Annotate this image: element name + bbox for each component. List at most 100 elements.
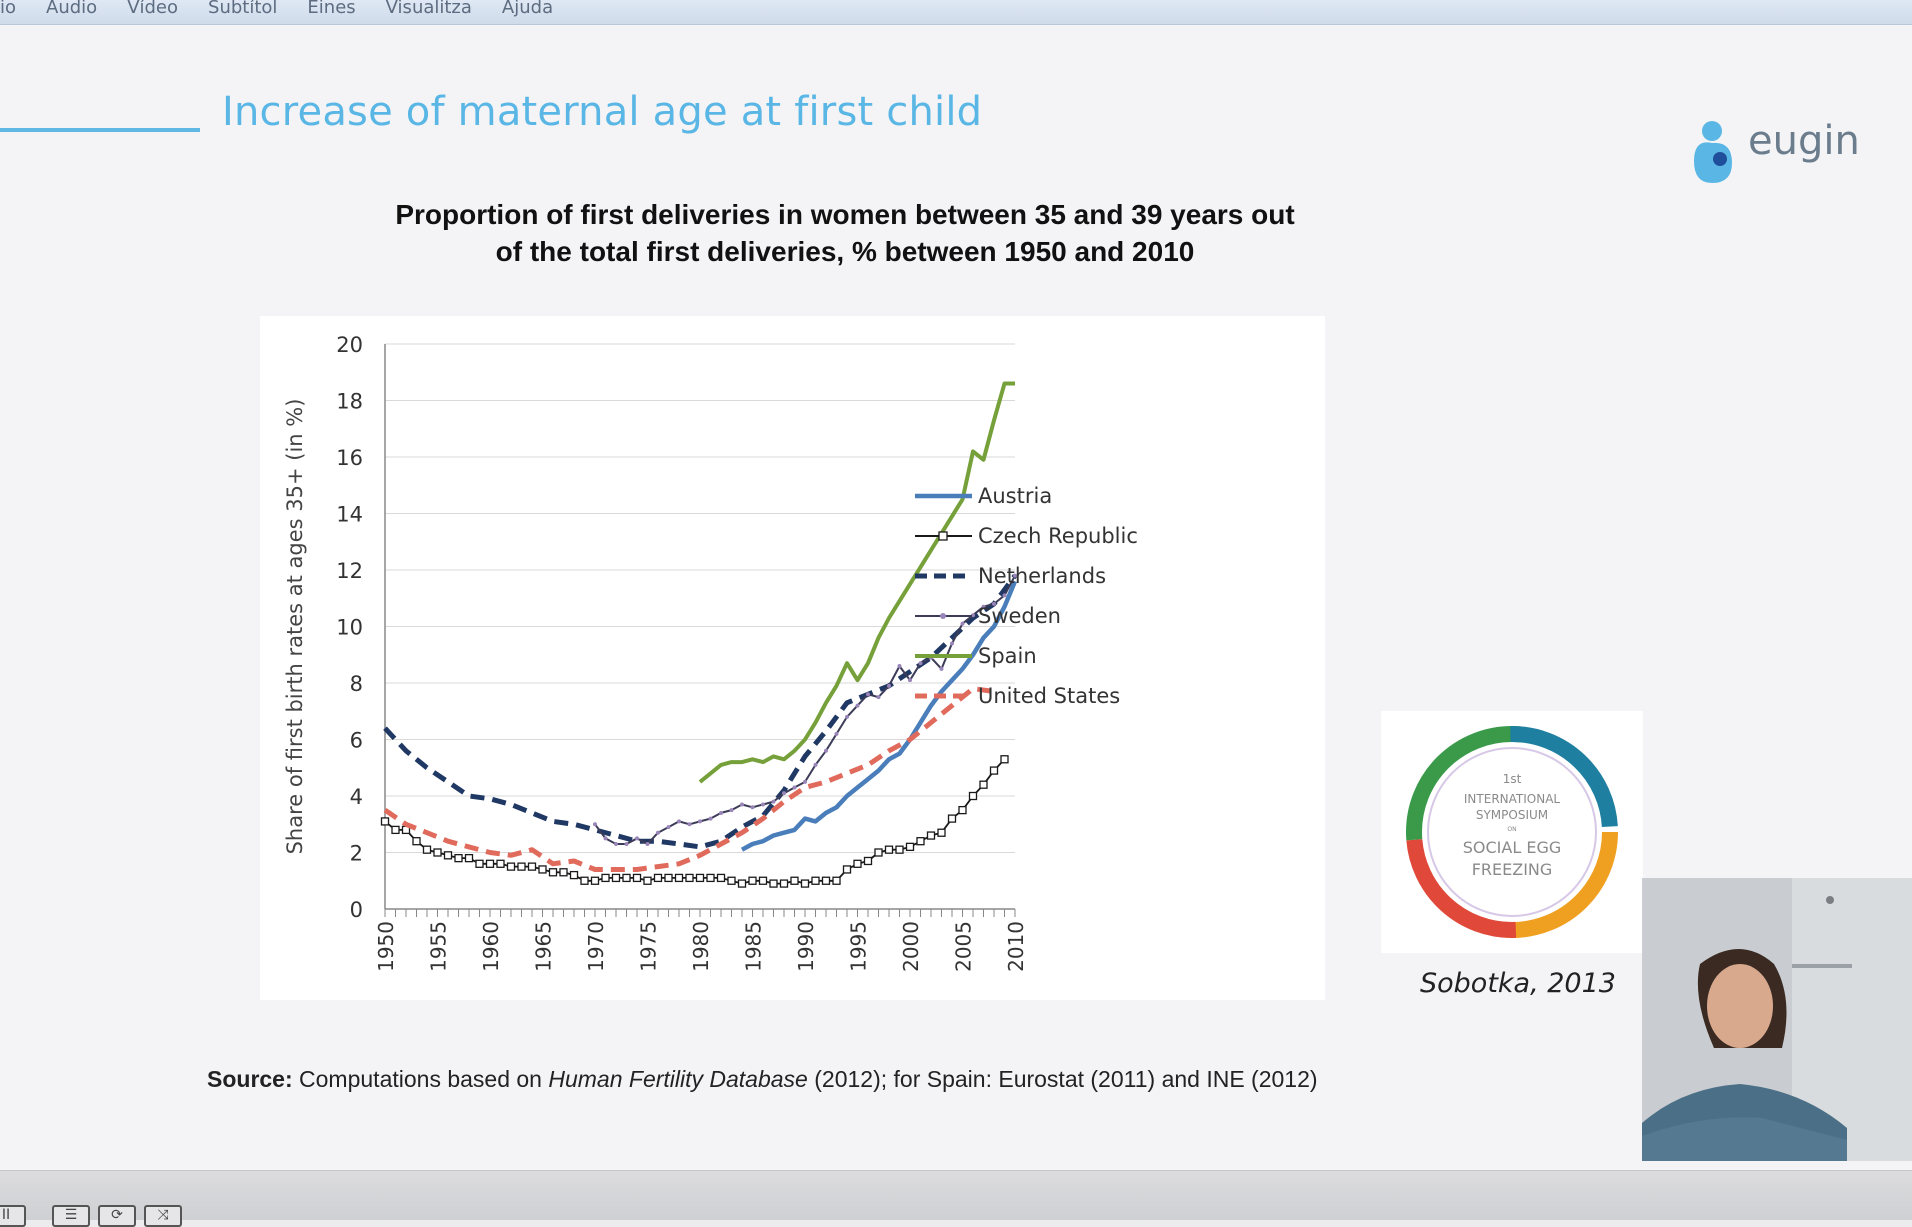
y-tick-label: 14 bbox=[336, 503, 363, 527]
sweden-data-point bbox=[981, 604, 986, 609]
legend-label: Austria bbox=[978, 484, 1052, 508]
sweden-data-point bbox=[950, 641, 954, 646]
symposium-line2: INTERNATIONAL bbox=[1464, 792, 1561, 806]
symposium-line3: SYMPOSIUM bbox=[1476, 808, 1548, 822]
czech-data-point bbox=[643, 876, 652, 885]
czech-data-point bbox=[926, 831, 936, 840]
x-tick-label: 1980 bbox=[689, 921, 713, 972]
symposium-line4: ON bbox=[1507, 826, 1516, 833]
czech-data-point bbox=[979, 780, 988, 789]
czech-data-point bbox=[737, 879, 747, 888]
czech-data-point bbox=[832, 876, 841, 885]
czech-data-point bbox=[527, 862, 537, 871]
czech-data-point bbox=[884, 845, 894, 854]
czech-data-point bbox=[842, 865, 852, 874]
czech-data-point bbox=[412, 837, 421, 846]
sweden-data-point bbox=[719, 810, 723, 815]
czech-data-point bbox=[506, 862, 516, 871]
czech-data-point bbox=[958, 805, 967, 815]
sweden-data-point bbox=[677, 819, 681, 824]
title-accent-line bbox=[0, 128, 200, 132]
czech-data-point bbox=[674, 873, 684, 883]
sweden-data-point bbox=[656, 830, 660, 835]
legend-marker bbox=[938, 531, 948, 541]
menu-item-tools[interactable]: Eines bbox=[307, 0, 356, 18]
menu-item-view[interactable]: Visualitza bbox=[385, 0, 472, 18]
sweden-data-point bbox=[729, 808, 734, 813]
legend-label: Sweden bbox=[978, 604, 1061, 628]
x-tick-label: 1990 bbox=[794, 921, 818, 972]
czech-data-point bbox=[569, 870, 579, 880]
sweden-data-point bbox=[750, 805, 755, 810]
menu-item-help[interactable]: Ajuda bbox=[501, 0, 554, 18]
czech-data-point bbox=[548, 868, 558, 877]
sweden-data-point bbox=[708, 816, 713, 821]
x-tick-label: 1975 bbox=[637, 921, 661, 972]
menu-item-audio[interactable]: Àudio bbox=[46, 0, 98, 18]
playlist-button[interactable]: ☰ bbox=[52, 1205, 90, 1227]
czech-data-point bbox=[632, 873, 642, 883]
czech-data-point bbox=[622, 873, 631, 883]
czech-data-point bbox=[989, 766, 999, 775]
czech-data-point bbox=[779, 879, 789, 888]
menu-item-partial[interactable]: io bbox=[0, 0, 17, 18]
series-line-united-states bbox=[383, 686, 995, 872]
series-line-spain bbox=[698, 381, 1015, 784]
webcam-video[interactable] bbox=[1642, 878, 1912, 1161]
czech-data-point bbox=[895, 845, 904, 854]
x-tick-label: 1970 bbox=[584, 921, 608, 972]
czech-data-point bbox=[580, 876, 589, 885]
legend-label: Netherlands bbox=[978, 564, 1106, 588]
menu-item-video[interactable]: Vídeo bbox=[127, 0, 179, 18]
czech-data-point bbox=[706, 873, 715, 883]
chart-title-line1: Proportion of first deliveries in women … bbox=[395, 199, 1295, 230]
czech-data-point bbox=[947, 814, 957, 823]
czech-data-point bbox=[916, 837, 925, 846]
sweden-data-point bbox=[845, 714, 849, 719]
sweden-data-point bbox=[635, 836, 639, 841]
sweden-data-point bbox=[666, 825, 671, 830]
y-tick-label: 18 bbox=[336, 390, 363, 414]
sweden-data-point bbox=[1002, 593, 1007, 598]
sweden-data-point bbox=[918, 661, 923, 666]
symposium-ring-icon: 1st INTERNATIONAL SYMPOSIUM ON SOCIAL EG… bbox=[1406, 726, 1618, 938]
czech-data-point bbox=[454, 854, 463, 863]
source-database: Human Fertility Database bbox=[548, 1066, 808, 1092]
sweden-data-point bbox=[603, 836, 608, 841]
pause-icon: II bbox=[1, 1207, 11, 1223]
y-tick-label: 20 bbox=[336, 333, 363, 357]
symposium-line5: SOCIAL EGG bbox=[1463, 838, 1562, 857]
sweden-data-point bbox=[834, 731, 839, 736]
slide-title: Increase of maternal age at first child bbox=[222, 89, 983, 135]
sweden-data-point bbox=[698, 819, 702, 824]
sweden-data-point bbox=[876, 695, 881, 700]
sweden-data-point bbox=[624, 842, 629, 847]
presenter-video-frame bbox=[1642, 878, 1912, 1161]
czech-data-point bbox=[800, 879, 810, 888]
czech-data-point bbox=[559, 868, 568, 877]
y-tick-label: 2 bbox=[350, 842, 363, 866]
czech-data-point bbox=[968, 791, 978, 801]
czech-data-point bbox=[590, 876, 600, 885]
y-tick-label: 8 bbox=[350, 672, 363, 696]
czech-data-point bbox=[937, 828, 946, 837]
czech-data-point bbox=[517, 862, 526, 871]
czech-data-point bbox=[538, 865, 547, 874]
pause-button[interactable]: II bbox=[0, 1205, 26, 1227]
x-tick-label: 1960 bbox=[479, 921, 503, 972]
player-control-bar bbox=[0, 1170, 1912, 1220]
legend-label: Czech Republic bbox=[978, 524, 1138, 548]
czech-data-point bbox=[443, 851, 453, 860]
y-tick-label: 0 bbox=[350, 898, 363, 922]
loop-button[interactable]: ⟳ bbox=[98, 1205, 136, 1227]
shuffle-button[interactable]: ⤨ bbox=[144, 1205, 182, 1227]
series-line-netherlands bbox=[383, 574, 1018, 850]
symposium-line6: FREEZING bbox=[1472, 860, 1553, 879]
sweden-data-point bbox=[593, 822, 597, 827]
czech-data-point bbox=[601, 873, 610, 883]
menu-item-subtitle[interactable]: Subtítol bbox=[208, 0, 278, 18]
czech-data-point bbox=[727, 876, 736, 885]
sweden-data-point bbox=[687, 822, 692, 827]
czech-data-point bbox=[433, 848, 442, 857]
sweden-data-point bbox=[960, 621, 965, 626]
